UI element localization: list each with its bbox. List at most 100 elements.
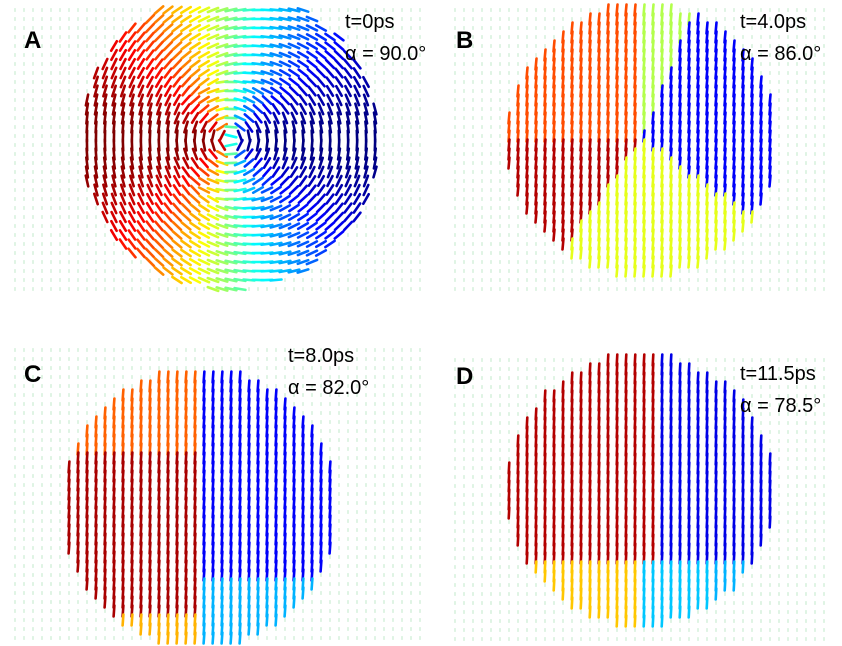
spin-arrow <box>344 213 351 221</box>
spin-arrow <box>96 588 97 599</box>
spin-arrow <box>299 205 308 212</box>
spin-arrow <box>182 34 191 40</box>
spin-arrow <box>226 127 237 128</box>
spin-arrow <box>146 258 154 266</box>
spin-arrow <box>173 204 180 212</box>
spin-arrow <box>344 222 352 230</box>
spin-arrow <box>249 624 250 635</box>
spin-arrow <box>173 69 180 77</box>
spin-arrow <box>281 177 289 185</box>
spin-arrow <box>303 588 304 599</box>
spin-arrow <box>308 61 317 68</box>
spin-arrow <box>174 195 181 204</box>
spin-arrow <box>129 33 136 42</box>
spin-arrow <box>336 69 343 78</box>
spin-arrow <box>222 633 223 644</box>
spin-arrow <box>120 240 126 249</box>
spin-arrow <box>599 257 600 268</box>
spin-arrow <box>155 15 163 22</box>
spin-arrow <box>752 212 753 223</box>
spin-arrow <box>164 33 172 40</box>
spin-arrow <box>326 69 333 77</box>
spin-arrow <box>336 204 343 213</box>
spin-arrow <box>294 597 295 608</box>
spin-arrow <box>137 249 144 257</box>
spin-arrow <box>211 140 214 151</box>
spin-arrow <box>536 212 537 223</box>
spin-arrow <box>317 43 326 49</box>
spin-arrow <box>226 154 237 155</box>
spin-arrow <box>219 140 225 149</box>
spin-arrow <box>254 105 262 112</box>
spin-arrow <box>248 140 251 151</box>
spin-arrow <box>317 69 325 77</box>
spin-arrow <box>290 79 299 86</box>
spin-arrow <box>156 51 163 59</box>
spin-arrow <box>291 177 298 185</box>
spin-arrow <box>644 266 645 277</box>
spin-arrow <box>326 43 335 50</box>
spin-arrow <box>182 52 191 59</box>
spin-arrow <box>132 615 133 626</box>
spin-arrow <box>266 140 267 151</box>
spin-arrow <box>276 615 277 626</box>
spin-arrow <box>164 42 172 50</box>
spin-arrow <box>617 266 618 277</box>
spin-arrow <box>164 268 173 275</box>
spin-arrow <box>182 213 190 220</box>
spin-arrow <box>173 25 182 32</box>
spin-arrow <box>354 204 360 213</box>
spin-arrow <box>572 248 573 259</box>
spin-arrow <box>156 213 163 222</box>
spin-arrow <box>308 214 317 221</box>
spin-arrow <box>147 42 154 51</box>
spin-arrow <box>173 51 181 59</box>
spin-arrow <box>309 186 316 195</box>
spin-arrow <box>345 69 352 78</box>
spin-arrow <box>608 257 609 268</box>
spin-arrow <box>299 87 306 95</box>
spin-arrow <box>545 221 546 232</box>
spin-arrow <box>263 96 271 103</box>
spin-arrow <box>281 88 290 95</box>
spin-arrow <box>159 633 160 644</box>
spin-arrow <box>308 195 316 203</box>
spin-arrow <box>177 633 178 644</box>
spin-arrow <box>291 96 298 105</box>
spin-arrow <box>146 33 153 41</box>
spin-arrow <box>204 633 205 644</box>
spin-arrow <box>173 222 181 230</box>
spin-arrow <box>155 240 163 248</box>
spin-arrow <box>662 266 663 277</box>
spin-arrow <box>191 168 198 176</box>
spin-arrow <box>182 195 189 203</box>
spin-arrow <box>164 7 173 14</box>
spin-arrow <box>183 176 189 185</box>
spin-arrow <box>174 78 181 87</box>
spin-arrow <box>173 250 182 257</box>
spin-arrow <box>671 266 672 277</box>
spin-arrow <box>182 43 191 50</box>
spin-arrow <box>581 248 582 259</box>
spin-arrow <box>194 140 196 151</box>
spin-arrow <box>129 249 136 258</box>
spin-arrow <box>317 60 325 67</box>
spin-arrow <box>330 543 331 554</box>
spin-arrow <box>299 70 308 77</box>
spin-arrow <box>770 176 771 187</box>
spin-arrow <box>220 131 225 141</box>
spin-arrow <box>527 203 528 214</box>
spin-arrow <box>200 159 207 167</box>
spin-arrow <box>150 624 151 635</box>
spin-arrow <box>203 140 205 151</box>
spin-arrow <box>191 96 199 103</box>
spin-arrow <box>155 258 163 265</box>
spin-arrow <box>290 87 298 95</box>
spin-arrow <box>317 195 324 203</box>
spin-arrow <box>138 33 145 42</box>
spin-arrow <box>653 266 654 277</box>
spin-arrow <box>263 177 271 184</box>
spin-arrow <box>147 51 154 60</box>
spin-arrow <box>590 257 591 268</box>
spin-arrow <box>146 249 154 257</box>
